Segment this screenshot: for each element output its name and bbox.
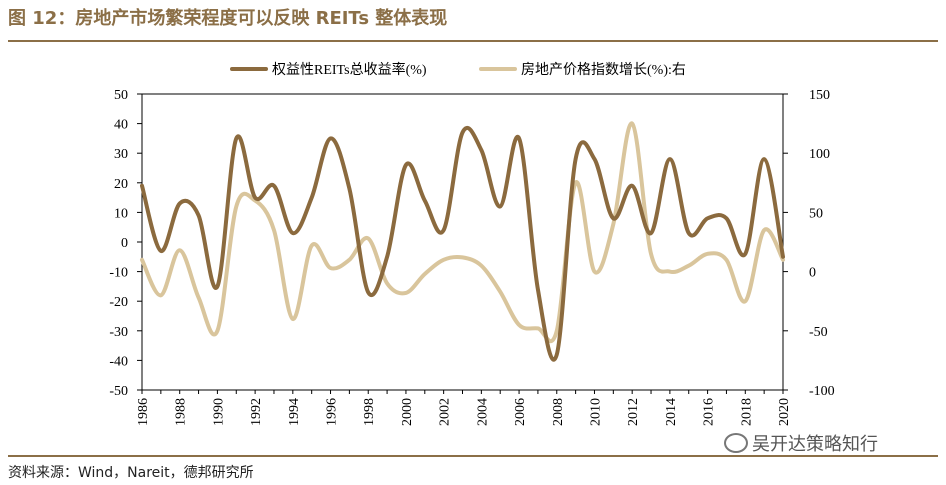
- watermark-text: 吴开达策略知行: [752, 434, 878, 455]
- footer-divider: [8, 455, 938, 457]
- x-tick-label: 2004: [475, 398, 490, 426]
- legend-label: 权益性REITs总收益率(%): [272, 61, 427, 78]
- left-tick-label: -50: [109, 384, 128, 399]
- wechat-icon: [724, 433, 748, 453]
- x-tick-label: 2006: [513, 398, 528, 426]
- x-tick-label: 1996: [325, 398, 340, 426]
- x-tick-label: 2012: [626, 398, 641, 426]
- left-tick-label: -40: [109, 354, 128, 369]
- x-tick-label: 2002: [438, 398, 453, 426]
- x-tick-label: 2020: [777, 398, 792, 426]
- right-tick-label: 50: [809, 206, 823, 221]
- right-tick-label: -100: [809, 384, 835, 399]
- left-tick-label: 50: [114, 88, 128, 103]
- left-tick-label: -30: [109, 325, 128, 340]
- series-line-property-price: [140, 121, 785, 343]
- x-tick-label: 2000: [400, 398, 415, 426]
- left-tick-label: 10: [114, 206, 128, 221]
- source-note: 资料来源：Wind，Nareit，德邦研究所: [8, 465, 254, 481]
- x-tick-label: 1992: [249, 398, 264, 426]
- x-tick-label: 2008: [551, 398, 566, 426]
- line-chart: 权益性REITs总收益率(%) 房地产价格指数增长(%):右 -50-40-30-…: [109, 61, 835, 426]
- left-tick-label: 0: [121, 236, 128, 251]
- x-axis: 1986 1988 1990 1992 1994 1996 1998 2000 2002 2004…: [136, 390, 792, 426]
- x-tick-label: 1988: [174, 398, 189, 426]
- title-divider: [8, 40, 938, 42]
- legend-label: 房地产价格指数增长(%):右: [521, 62, 686, 78]
- right-tick-label: 100: [809, 147, 830, 162]
- left-tick-label: 20: [114, 177, 128, 192]
- left-tick-label: -10: [109, 266, 128, 281]
- left-tick-label: -20: [109, 295, 128, 310]
- right-tick-label: 150: [809, 88, 830, 103]
- series-line-reits-return: [140, 125, 785, 362]
- x-tick-label: 2010: [588, 398, 603, 426]
- x-tick-label: 2018: [739, 398, 754, 426]
- x-tick-label: 1998: [362, 398, 377, 426]
- x-tick-label: 2016: [702, 398, 717, 426]
- series-layer: [140, 121, 785, 362]
- x-tick-label: 1986: [136, 398, 151, 426]
- left-tick-label: 30: [114, 147, 128, 162]
- right-y-axis: -100 -50 0 50 100 150: [783, 88, 835, 399]
- right-tick-label: 0: [809, 266, 816, 281]
- legend: 权益性REITs总收益率(%) 房地产价格指数增长(%):右: [230, 61, 686, 78]
- watermark: 吴开达策略知行: [724, 430, 878, 456]
- x-tick-label: 1994: [287, 398, 302, 426]
- chart-title: 图 12：房地产市场繁荣程度可以反映 REITs 整体表现: [8, 8, 448, 29]
- x-tick-label: 1990: [211, 398, 226, 426]
- left-tick-label: 40: [114, 118, 128, 133]
- right-tick-label: -50: [809, 325, 828, 340]
- left-y-axis: -50 -40 -30 -20 -10 0 10 20 30 40 50: [109, 88, 142, 399]
- x-tick-label: 2014: [664, 398, 679, 426]
